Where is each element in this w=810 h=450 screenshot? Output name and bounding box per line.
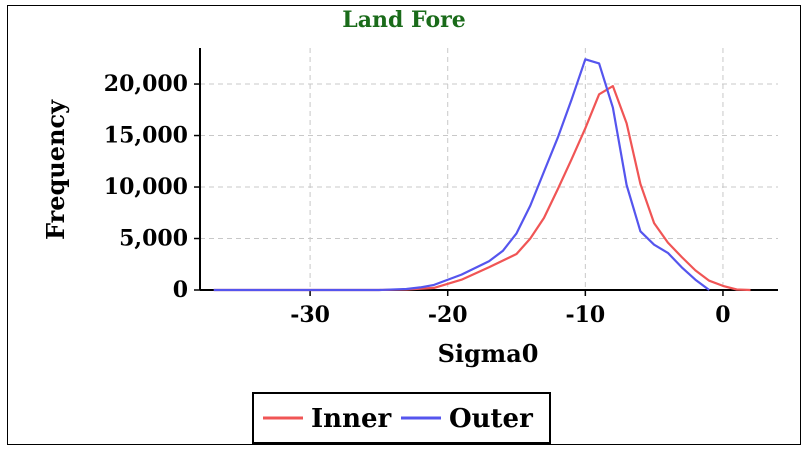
x-tick-label: -30 [290,302,330,328]
x-tick-label: -10 [565,302,605,328]
x-axis-label: Sigma0 [438,339,539,368]
y-tick-label: 10,000 [104,174,188,200]
legend-label-inner: Inner [311,404,392,434]
y-axis-label: Frequency [41,99,70,240]
x-tick-label: -20 [428,302,468,328]
tick-labels: -30 -20 -10 0 0 5,000 10,000 15,000 20,000 [104,71,731,328]
legend: Inner Outer [252,392,551,444]
chart-frame [7,5,801,445]
chart-title: Land Fore [342,7,465,33]
y-tick-label: 15,000 [104,123,188,149]
series-lines [213,58,751,292]
legend-label-outer: Outer [449,404,533,434]
y-tick-label: 5,000 [119,226,188,252]
series-line-inner [213,84,751,292]
grid-lines [200,48,778,291]
series-line-outer [213,58,710,292]
y-tick-label: 20,000 [104,71,188,97]
x-tick-label: 0 [715,302,730,328]
y-tick-label: 0 [173,277,188,303]
